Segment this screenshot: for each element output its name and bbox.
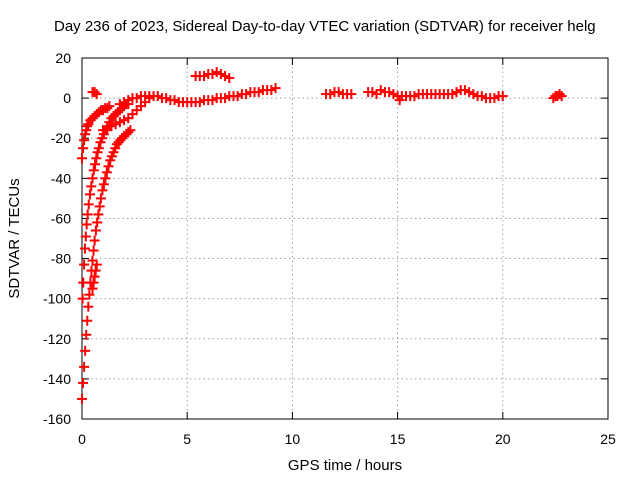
data-point <box>79 259 90 270</box>
x-tick-label: 10 <box>285 431 301 447</box>
data-point <box>135 101 146 112</box>
series-3 <box>77 125 136 404</box>
data-point <box>79 135 90 146</box>
plot-frame <box>81 57 609 420</box>
data-point <box>82 209 93 220</box>
data-point <box>556 91 567 102</box>
data-point <box>81 329 92 340</box>
data-point <box>87 255 98 266</box>
series-4 <box>87 259 102 294</box>
series-6 <box>114 83 281 110</box>
data-point <box>89 235 100 246</box>
data-point <box>88 245 99 256</box>
y-axis-title: SDTVAR / TECUs <box>6 178 23 298</box>
x-axis-title: GPS time / hours <box>288 457 402 474</box>
y-tick-label: -60 <box>51 210 71 226</box>
data-point <box>80 231 91 242</box>
data-point <box>83 199 94 210</box>
chart-title: Day 236 of 2023, Sidereal Day-to-day VTE… <box>54 18 596 35</box>
y-tick-label: 20 <box>55 50 71 66</box>
series-1 <box>77 101 115 164</box>
series-12 <box>548 89 567 104</box>
data-point <box>84 189 95 200</box>
data-point <box>123 113 134 124</box>
data-point <box>100 173 111 184</box>
data-point <box>95 193 106 204</box>
data-point <box>346 89 357 100</box>
data-point <box>82 315 93 326</box>
data-point <box>89 271 100 282</box>
data-point <box>127 109 138 120</box>
data-point <box>108 147 119 158</box>
data-point <box>81 219 92 230</box>
y-tick-label: -80 <box>51 251 71 267</box>
series-9 <box>321 87 357 100</box>
x-tick-label: 15 <box>390 431 406 447</box>
data-point <box>105 155 116 166</box>
data-point <box>91 89 102 100</box>
data-point <box>92 217 103 228</box>
data-point <box>497 91 508 102</box>
data-point <box>80 129 91 140</box>
y-tick-label: -100 <box>43 291 71 307</box>
data-point <box>90 159 101 170</box>
x-tick-label: 25 <box>600 431 616 447</box>
data-point <box>84 289 95 300</box>
data-point <box>77 153 87 164</box>
data-point <box>91 259 102 270</box>
data-point <box>87 283 98 294</box>
data-point <box>224 73 235 84</box>
data-point <box>87 173 98 184</box>
data-point <box>131 105 142 116</box>
data-point <box>103 161 114 172</box>
data-point <box>94 201 105 212</box>
data-point <box>88 165 99 176</box>
data-point <box>77 393 87 404</box>
series-10 <box>363 85 458 106</box>
y-tick-label: -120 <box>43 331 71 347</box>
y-tick-label: -140 <box>43 371 71 387</box>
series-8 <box>87 87 102 100</box>
x-tick-label: 20 <box>495 431 511 447</box>
data-point <box>83 301 94 312</box>
data-point <box>98 179 109 190</box>
x-tick-label: 0 <box>78 431 86 447</box>
data-point <box>106 151 117 162</box>
series-11 <box>451 85 508 104</box>
data-point <box>97 133 108 144</box>
data-point <box>79 361 90 372</box>
data-point <box>86 181 97 192</box>
data-point <box>92 147 103 158</box>
data-point <box>78 377 89 388</box>
data-point <box>78 143 89 154</box>
y-tick-label: -40 <box>51 170 71 186</box>
data-point <box>101 167 112 178</box>
y-tick-label: -20 <box>51 130 71 146</box>
data-point <box>104 101 115 112</box>
data-point <box>91 153 102 164</box>
data-point <box>77 293 88 304</box>
data-point <box>81 125 92 136</box>
data-point <box>90 225 101 236</box>
data-point <box>95 137 106 148</box>
data-point <box>80 345 91 356</box>
data-point <box>125 125 136 136</box>
data-point <box>93 143 104 154</box>
data-point <box>90 265 101 276</box>
y-tick-label: -160 <box>43 411 71 427</box>
y-tick-label: 0 <box>63 90 71 106</box>
data-point <box>88 277 99 288</box>
data-point <box>97 185 108 196</box>
data-point <box>270 83 281 94</box>
series-7 <box>190 67 235 84</box>
data-point <box>79 243 90 254</box>
x-tick-label: 5 <box>183 431 191 447</box>
data-point <box>93 209 104 220</box>
data-point <box>371 89 382 100</box>
